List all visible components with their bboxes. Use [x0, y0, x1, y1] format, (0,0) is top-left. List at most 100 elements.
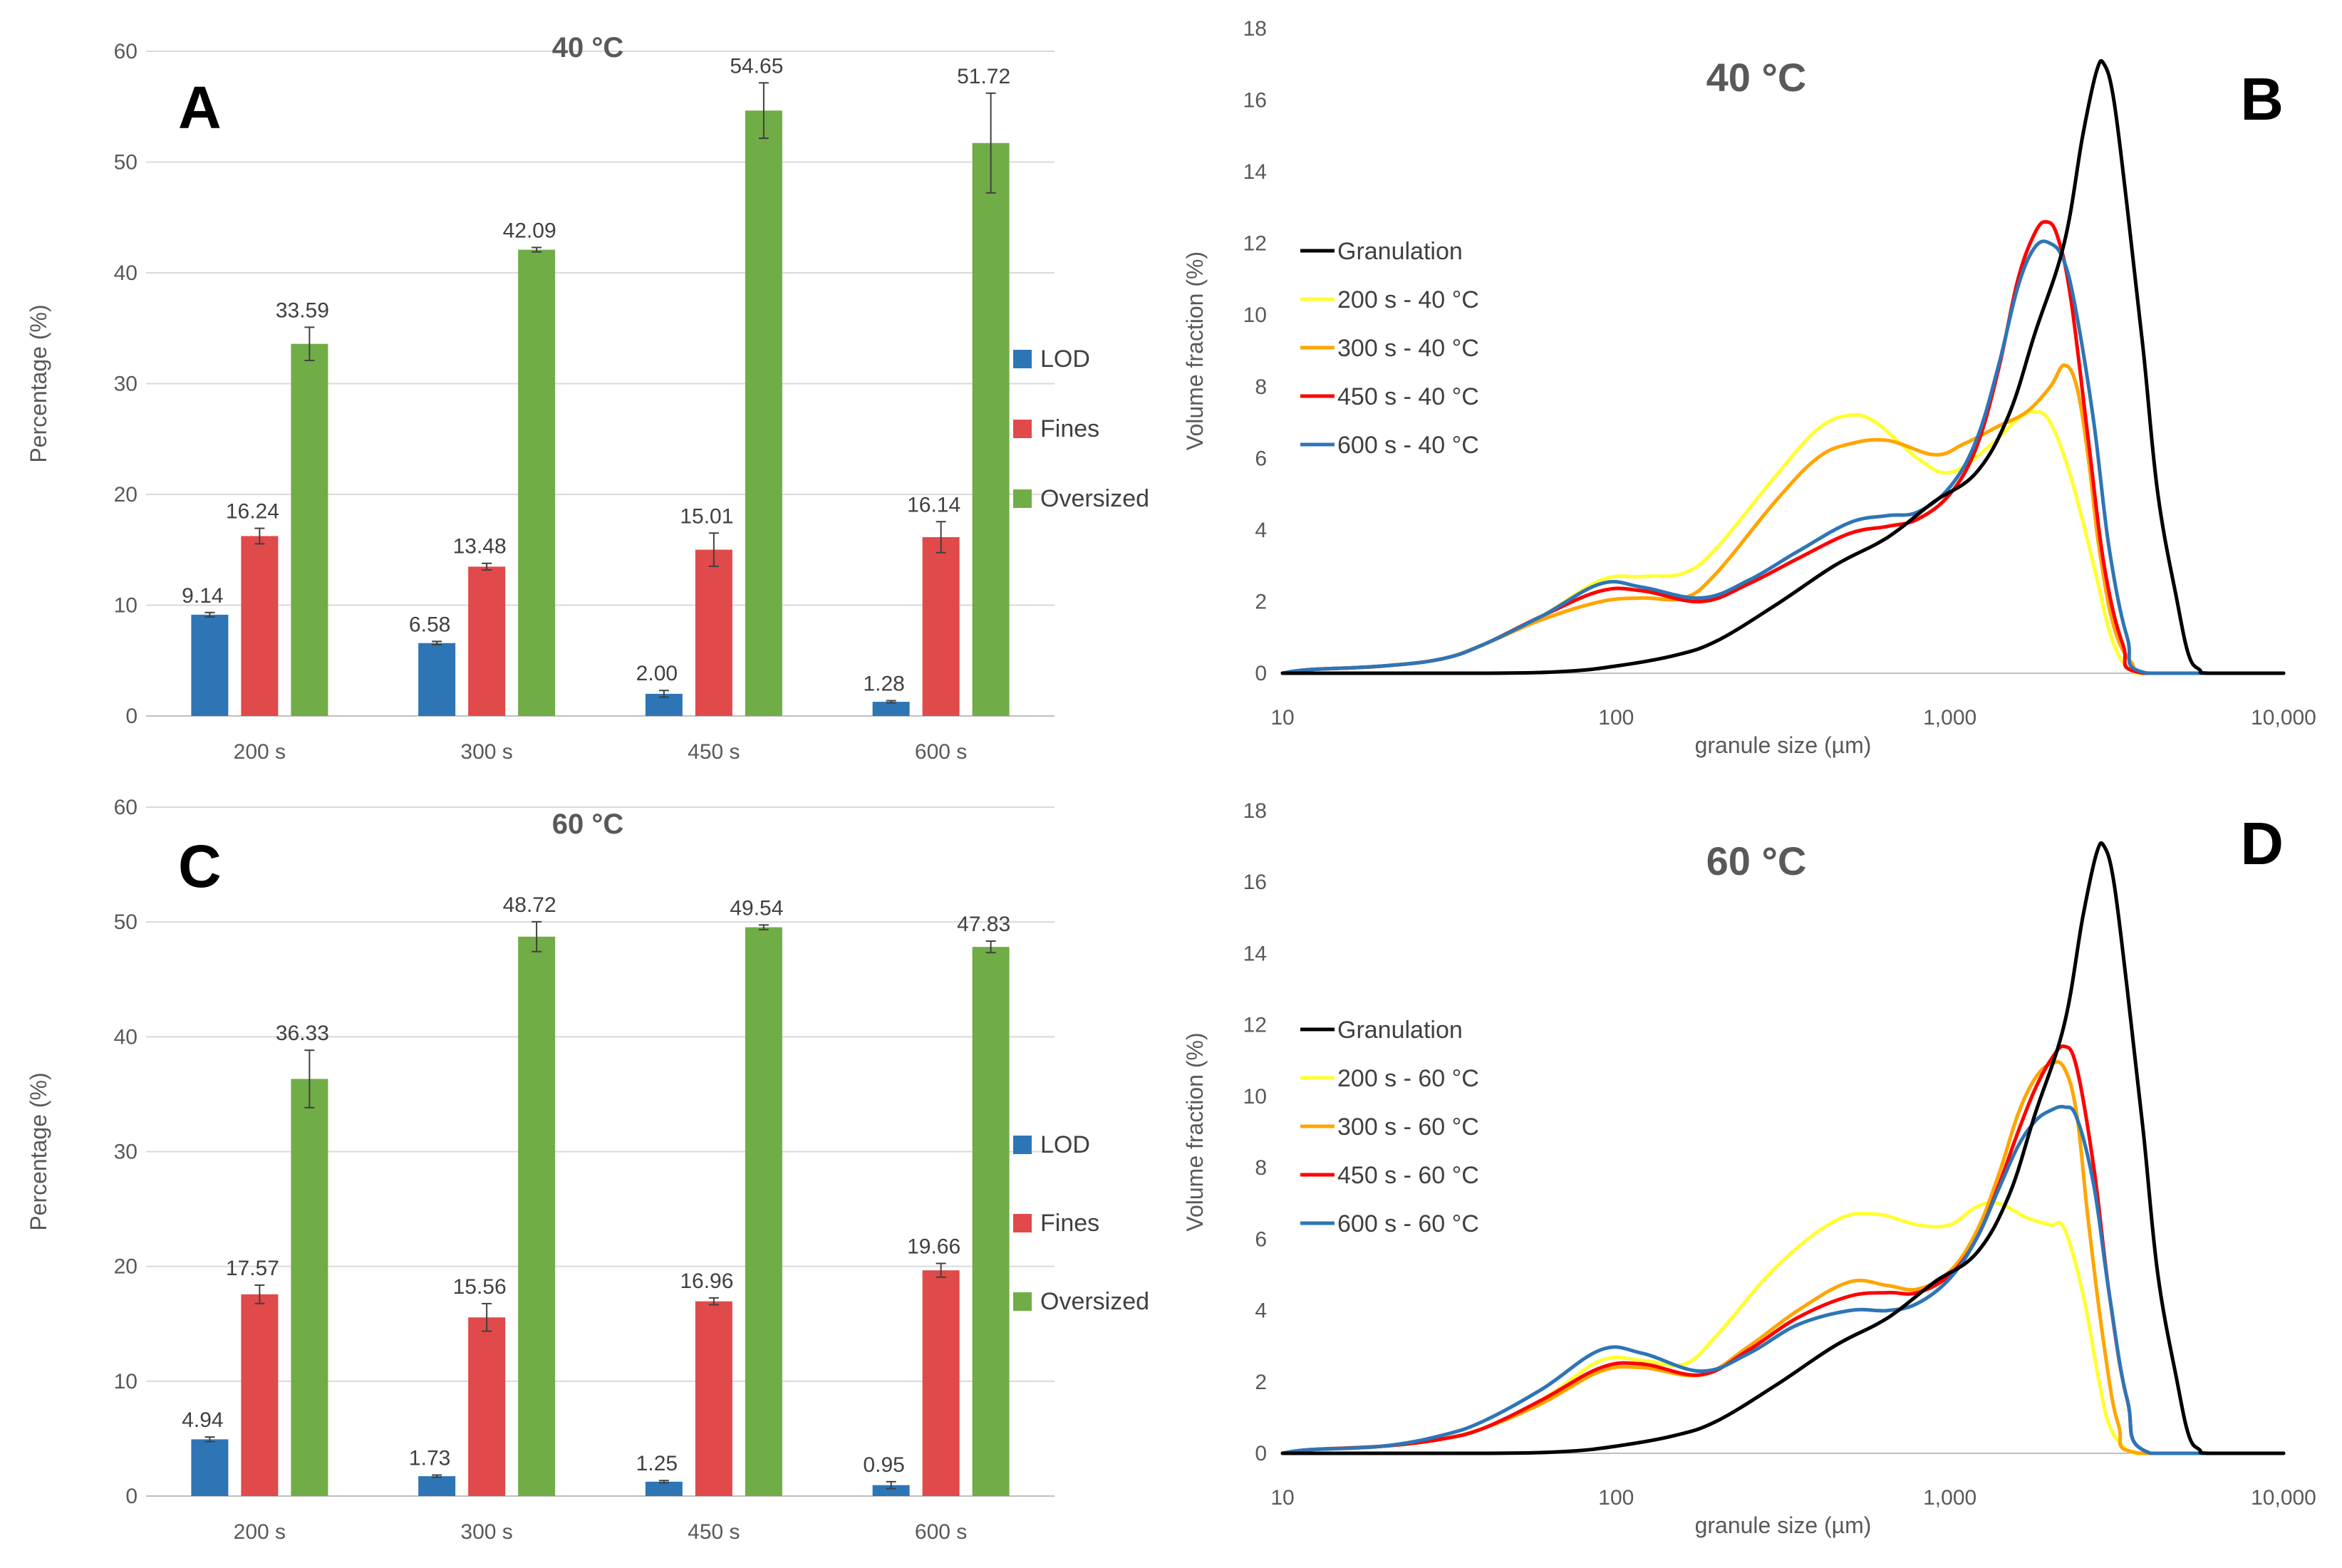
- y-tick-label: 20: [114, 483, 138, 507]
- legend-label: LOD: [1040, 1131, 1090, 1158]
- y-tick-label: 0: [125, 1485, 138, 1508]
- x-tick-label: 200 s: [234, 1520, 286, 1544]
- y-tick-label: 40: [114, 1025, 138, 1049]
- y-tick-label: 30: [114, 373, 138, 396]
- x-tick-label: 200 s: [234, 740, 286, 764]
- legend-label: Granulation: [1337, 1017, 1463, 1044]
- x-tick-label: 450 s: [688, 740, 740, 764]
- data-label: 16.24: [226, 500, 279, 524]
- panel-letter: A: [178, 74, 222, 141]
- bar-fines: [241, 1294, 279, 1496]
- data-label: 36.33: [276, 1022, 329, 1045]
- x-tick-label: 300 s: [460, 740, 512, 764]
- data-label: 4.94: [182, 1408, 223, 1432]
- bar-oversized: [518, 249, 556, 716]
- y-axis-title: Volume fraction (%): [1182, 251, 1208, 450]
- y-tick-label: 40: [114, 261, 138, 285]
- data-label: 0.95: [863, 1453, 904, 1477]
- legend-label: Oversized: [1040, 1288, 1149, 1315]
- legend-swatch-fines: [1013, 420, 1032, 438]
- x-tick-label: 600 s: [915, 1520, 967, 1544]
- data-label: 1.73: [409, 1447, 450, 1470]
- x-tick-label: 450 s: [688, 1520, 740, 1544]
- data-label: 19.66: [907, 1235, 960, 1258]
- bar-oversized: [972, 142, 1010, 716]
- series-line-4: [1280, 1104, 2286, 1455]
- legend-label: Oversized: [1040, 485, 1149, 512]
- series-line-0: [1280, 841, 2286, 1455]
- y-tick-label: 60: [114, 796, 138, 819]
- x-axis-title: granule size (µm): [1695, 732, 1872, 758]
- y-axis-title: Percentage (%): [26, 1072, 51, 1230]
- series-line-3: [1280, 1044, 2286, 1455]
- legend-label: 450 s - 40 °C: [1337, 383, 1479, 410]
- chart-title: 60 °C: [1706, 838, 1807, 883]
- data-label: 17.57: [226, 1257, 279, 1280]
- data-label: 16.96: [680, 1270, 733, 1293]
- x-tick-label: 10,000: [2251, 1486, 2316, 1510]
- y-tick-label: 20: [114, 1255, 138, 1279]
- y-axis-title: Percentage (%): [26, 304, 51, 462]
- data-label: 16.14: [907, 493, 960, 516]
- x-tick-label: 600 s: [915, 740, 967, 764]
- x-tick-label: 10: [1270, 706, 1294, 730]
- x-axis-title: granule size (µm): [1695, 1512, 1872, 1538]
- y-tick-label: 2: [1255, 1371, 1267, 1394]
- data-label: 51.72: [957, 65, 1010, 88]
- legend-swatch-oversized: [1013, 1292, 1032, 1311]
- legend-label: Fines: [1040, 1210, 1099, 1237]
- legend-label: 600 s - 40 °C: [1337, 432, 1479, 459]
- data-label: 47.83: [957, 913, 1010, 936]
- y-tick-label: 4: [1255, 519, 1267, 542]
- line-chart-B: 0 2 4 6 8 10 12 14 16 18 10 100 1,000 10,000 granule s…: [1182, 17, 2316, 758]
- legend-label: Granulation: [1337, 238, 1463, 265]
- y-tick-label: 18: [1243, 17, 1267, 41]
- bar-fines: [695, 1301, 732, 1496]
- bar-oversized: [518, 936, 556, 1496]
- y-tick-label: 8: [1255, 375, 1267, 399]
- y-tick-label: 10: [114, 594, 138, 618]
- data-label: 49.54: [730, 896, 783, 920]
- chart-title: 40 °C: [552, 32, 624, 63]
- y-tick-label: 60: [114, 40, 138, 63]
- legend-swatch-fines: [1013, 1214, 1032, 1232]
- bar-fines: [241, 536, 279, 716]
- legend-label: LOD: [1040, 346, 1090, 373]
- y-tick-label: 10: [114, 1370, 138, 1393]
- bar-oversized: [745, 927, 782, 1496]
- y-tick-label: 0: [125, 705, 138, 728]
- bar-fines: [468, 566, 506, 716]
- x-tick-label: 10: [1270, 1486, 1294, 1510]
- data-label: 15.01: [680, 504, 733, 528]
- line-chart-D: 0 2 4 6 8 10 12 14 16 18 10 100 1,000 10,000 granule s…: [1182, 799, 2316, 1538]
- y-tick-label: 30: [114, 1141, 138, 1164]
- bar-oversized: [291, 343, 328, 716]
- y-tick-label: 50: [114, 151, 138, 175]
- legend-label: 600 s - 60 °C: [1337, 1210, 1479, 1237]
- bar-fines: [922, 1270, 960, 1496]
- data-label: 1.25: [636, 1452, 678, 1475]
- series-line-4: [1280, 239, 2286, 675]
- bar-chart-C: 0 10 20 30 40 50 60 Percentage (%) 60 °C C 200 s 4.…: [26, 796, 1149, 1544]
- bar-lod: [191, 1439, 229, 1496]
- bar-lod: [872, 702, 910, 716]
- chart-title: 60 °C: [552, 809, 624, 840]
- chart-title: 40 °C: [1706, 55, 1807, 100]
- y-tick-label: 16: [1243, 871, 1267, 894]
- y-tick-label: 4: [1255, 1299, 1267, 1323]
- bar-lod: [191, 614, 229, 716]
- data-label: 6.58: [409, 613, 450, 636]
- panel-letter: D: [2240, 810, 2284, 877]
- legend-label: 200 s - 60 °C: [1337, 1065, 1479, 1092]
- legend-swatch-lod: [1013, 350, 1032, 368]
- y-tick-label: 12: [1243, 232, 1267, 256]
- x-tick-label: 300 s: [460, 1520, 512, 1544]
- series-line-2: [1280, 363, 2286, 675]
- data-label: 33.59: [276, 298, 329, 322]
- panel-letter: B: [2240, 66, 2284, 133]
- y-tick-label: 14: [1243, 942, 1267, 965]
- data-label: 13.48: [453, 535, 507, 559]
- y-tick-label: 2: [1255, 590, 1267, 613]
- y-tick-label: 18: [1243, 799, 1267, 823]
